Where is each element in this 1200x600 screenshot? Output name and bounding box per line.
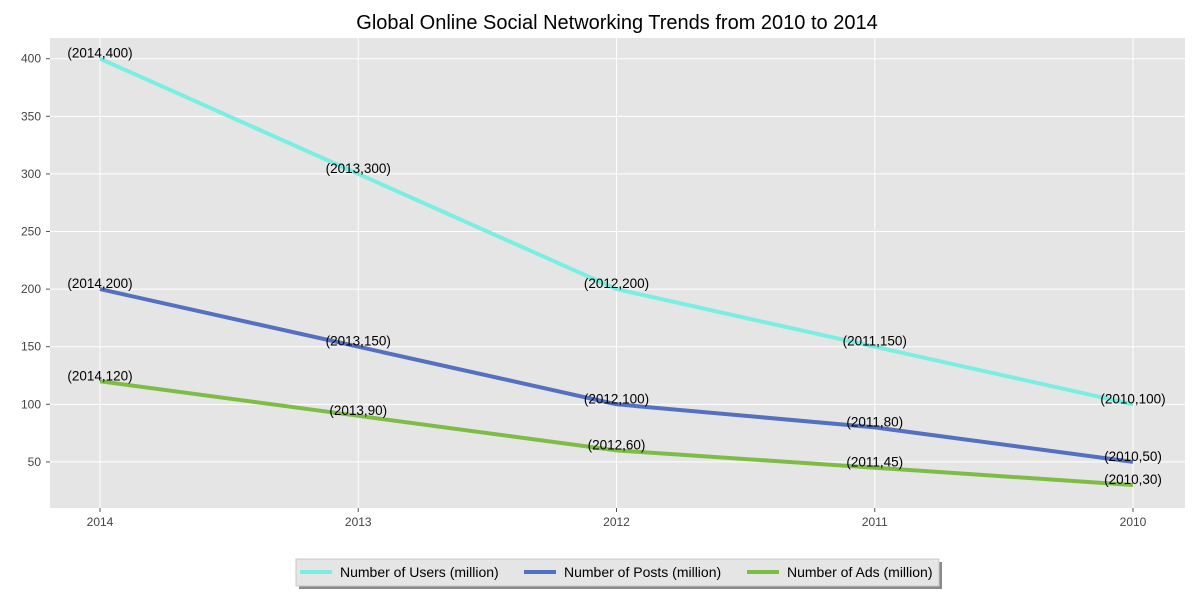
y-tick-label: 100 [21,397,41,411]
legend-box [295,558,940,587]
data-label: (2011,45) [846,455,903,470]
y-tick-label: 250 [21,225,41,239]
x-tick-label: 2012 [603,515,630,529]
x-axis: 2014 2013 2012 2011 2010 [87,508,1147,529]
data-label: (2014,400) [67,46,132,61]
data-label: (2012,60) [588,437,646,452]
series-line-users [99,56,1134,407]
data-label: (2012,200) [584,276,649,291]
x-tick-label: 2011 [862,515,888,529]
series-lines [99,56,1134,487]
y-tick-label: 150 [21,340,41,354]
data-label: (2013,90) [329,403,387,418]
legend-label: Number of Ads (million) [787,564,933,580]
y-tick-label: 200 [21,282,41,296]
data-label: (2013,150) [326,334,391,349]
legend-label: Number of Posts (million) [564,564,721,580]
y-tick-label: 400 [21,52,41,66]
series-line-posts [99,287,1134,464]
y-tick-label: 50 [28,455,42,469]
data-label: (2010,30) [1104,472,1162,487]
x-tick-label: 2010 [1120,515,1147,529]
data-label: (2014,200) [67,276,132,291]
data-label: (2010,50) [1104,449,1162,464]
data-label: (2014,120) [67,368,132,383]
y-tick-label: 350 [21,109,41,123]
legend-label: Number of Users (million) [340,564,499,580]
chart-title: Global Online Social Networking Trends f… [356,12,877,34]
data-label: (2011,150) [843,334,907,349]
data-label: (2010,100) [1100,391,1165,406]
y-axis: 50 100 150 200 250 300 350 400 [21,52,50,469]
data-label: (2013,300) [326,161,391,176]
data-label: (2012,100) [584,391,649,406]
x-tick-label: 2013 [345,515,372,529]
data-label: (2011,80) [846,414,903,429]
y-tick-label: 300 [21,167,41,181]
data-labels: (2014,400) (2013,300) (2012,200) (2011,150)… [67,46,1165,487]
legend: Number of Users (million) Number of Posts… [295,558,942,589]
series-line-ads [99,379,1134,487]
x-tick-label: 2014 [87,515,114,529]
